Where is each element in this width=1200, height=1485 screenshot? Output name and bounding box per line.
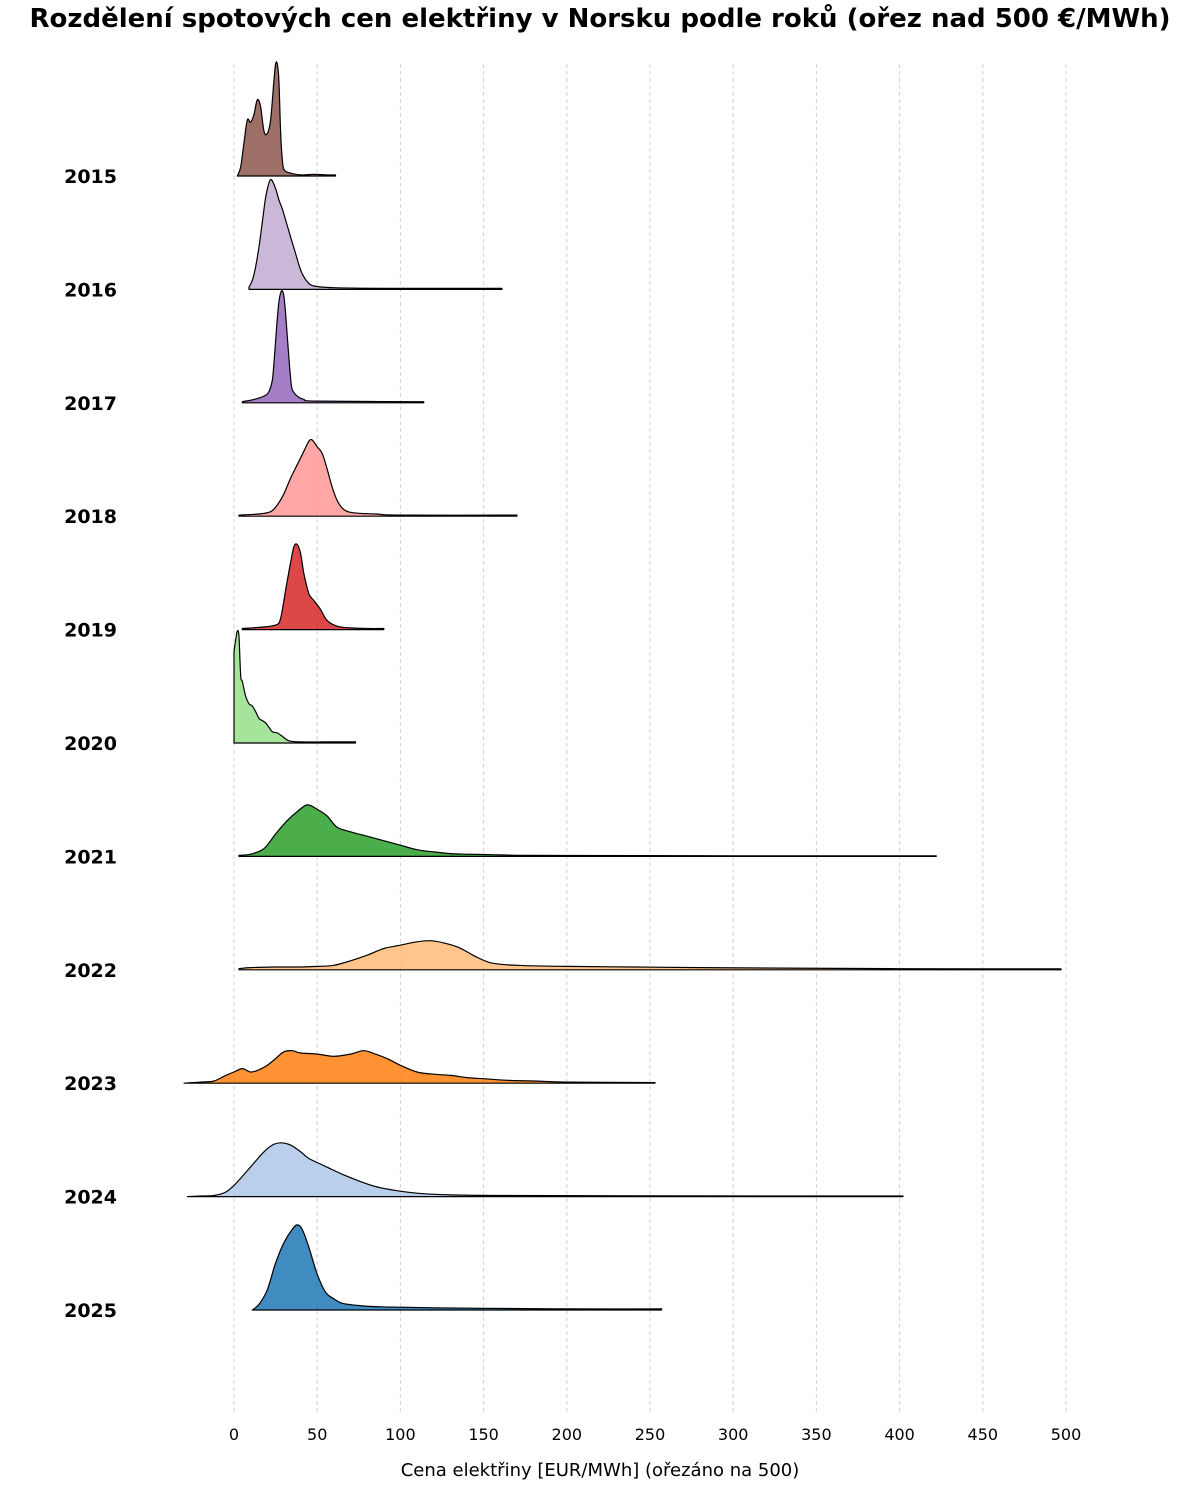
x-tick-label: 100 [385,1425,416,1444]
ridge-2022 [238,940,1062,971]
density-area-2016 [248,178,503,290]
density-area-2025 [251,1224,663,1311]
grid-lines [233,64,1067,1412]
x-tick-label: 400 [884,1425,915,1444]
density-area-2015 [236,61,337,177]
year-label-2021: 2021 [64,846,117,868]
year-label-2015: 2015 [64,166,117,188]
ridge-series [183,61,1062,1311]
density-area-2022 [238,940,1062,971]
x-tick-label: 250 [635,1425,666,1444]
ridge-2025 [251,1224,663,1311]
ridge-2020 [233,629,357,744]
x-tick-label: 500 [1051,1425,1082,1444]
density-area-2024 [186,1142,904,1198]
year-label-2023: 2023 [64,1073,117,1095]
year-label-2017: 2017 [64,393,117,415]
ridge-2018 [238,438,518,517]
chart-title: Rozdělení spotových cen elektřiny v Nors… [29,4,1171,34]
ridge-2016 [248,178,503,290]
x-tick-label: 150 [468,1425,499,1444]
x-axis-label: Cena elektřiny [EUR/MWh] (ořezáno na 500… [401,1460,800,1481]
year-label-2018: 2018 [64,506,117,528]
ridge-2019 [241,543,385,631]
year-label-2016: 2016 [64,279,117,301]
year-label-2019: 2019 [64,620,117,642]
year-label-2025: 2025 [64,1300,117,1322]
ridge-2023 [183,1050,656,1084]
year-label-2020: 2020 [64,733,117,755]
ridge-2021 [238,804,937,857]
x-tick-label: 300 [718,1425,749,1444]
density-area-2023 [183,1050,656,1084]
x-tick-label: 350 [801,1425,832,1444]
density-area-2021 [238,804,937,857]
density-area-2018 [238,438,518,517]
density-area-2017 [241,290,425,404]
x-tick-label: 0 [229,1425,239,1444]
density-area-2019 [241,543,385,631]
year-label-2024: 2024 [64,1187,117,1209]
x-axis-ticks: 0 50 100 150 200 250 300 350 400 450 500 [229,1425,1081,1444]
ridge-2017 [241,290,425,404]
year-label-2022: 2022 [64,960,117,982]
x-tick-label: 450 [968,1425,999,1444]
ridge-2015 [236,61,337,177]
ridge-2024 [186,1142,904,1198]
year-labels: 2015 2016 2017 2018 2019 2020 2021 2022 2023 2024… [64,166,117,1322]
x-tick-label: 200 [552,1425,583,1444]
density-area-2020 [233,629,357,744]
x-tick-label: 50 [307,1425,327,1444]
